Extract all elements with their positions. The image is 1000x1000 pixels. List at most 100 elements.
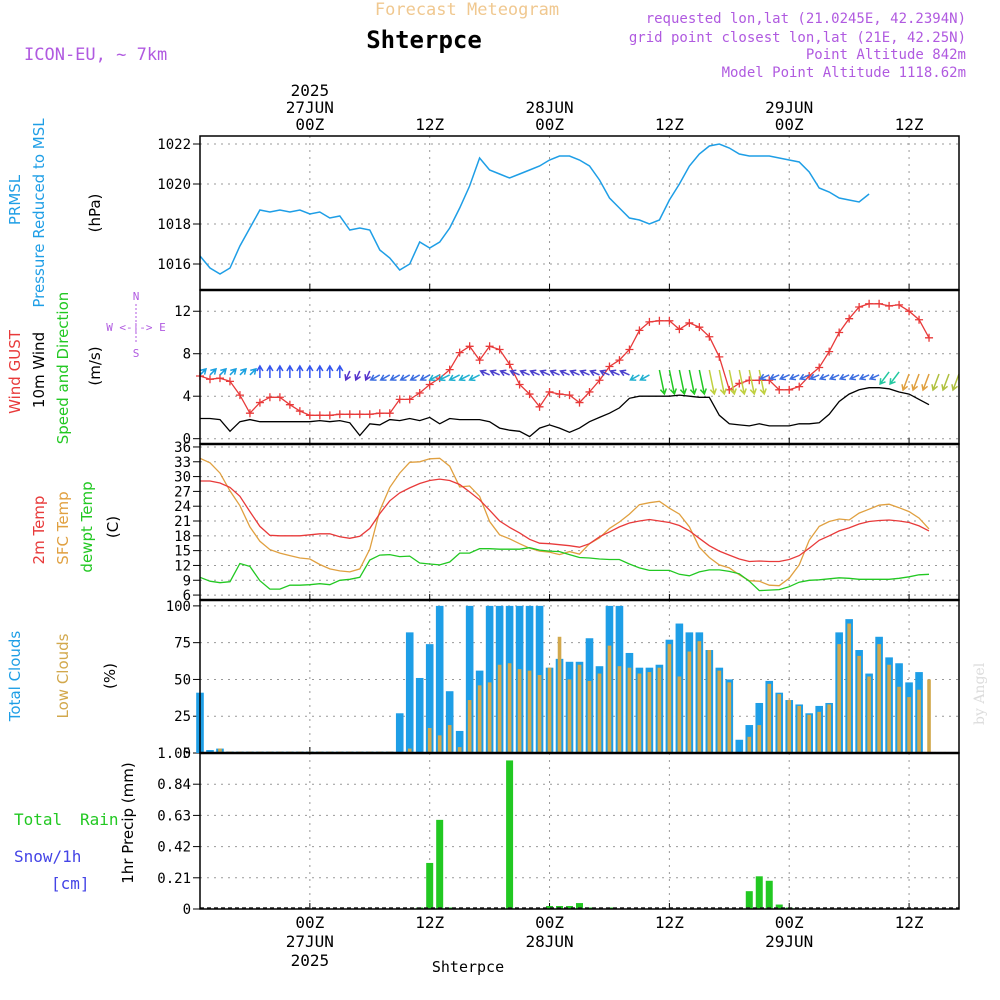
info-line-3: Point Altitude 842m (806, 47, 966, 63)
total-cloud-bar (435, 605, 444, 753)
wind-direction-arrow (499, 369, 510, 377)
bottom-time-label: 2025 (291, 951, 330, 970)
low-cloud-bar (867, 676, 871, 753)
watermark: by Angel (972, 662, 988, 725)
gust-marker (335, 410, 344, 419)
rain-bar (436, 819, 444, 909)
low-cloud-bar (447, 725, 452, 753)
rain-bar (426, 862, 434, 909)
wind-direction-arrow (468, 374, 480, 382)
y-tick-label: 15 (174, 544, 191, 560)
gust-marker (455, 348, 464, 357)
y-tick-label: 1018 (157, 217, 191, 233)
gust-marker (325, 411, 334, 420)
y-tick-label: 0.63 (157, 808, 191, 824)
low-cloud-bar (697, 641, 702, 753)
rain-bar (566, 906, 574, 909)
wind-direction-arrow (639, 374, 650, 381)
wind-direction-arrow (438, 374, 451, 382)
y-tick-label: 36 (174, 440, 191, 456)
y-tick-label: 12 (174, 304, 191, 320)
wind-direction-arrow (951, 373, 960, 392)
rain-bar (765, 880, 773, 909)
gust-marker (565, 391, 574, 400)
wind-direction-arrow (529, 369, 540, 377)
wind-direction-arrow (519, 369, 530, 377)
pressure-label-2: Pressure Reduced to MSL (30, 118, 48, 308)
low-cloud-bar (577, 664, 582, 753)
wind-direction-arrow (828, 373, 840, 381)
bottom-time-label: 12Z (895, 913, 924, 932)
low-cloud-bar (477, 685, 482, 753)
y-tick-label: 0 (183, 746, 191, 762)
low-cloud-bar (437, 735, 442, 753)
model-label: ICON-EU, ~ 7km (24, 45, 167, 65)
wind-direction-arrow (808, 373, 820, 381)
gust-marker (885, 301, 894, 310)
low-cloud-bar (667, 644, 672, 753)
wind-direction-arrow (931, 373, 940, 392)
gust-marker (415, 389, 424, 398)
rain-bar (755, 876, 763, 909)
wind-direction-arrow (199, 367, 208, 376)
wind-direction-arrow (559, 369, 570, 377)
gust-marker (585, 387, 594, 396)
gust-marker (685, 318, 694, 327)
low-cloud-bar (507, 663, 512, 753)
pressure-unit-label: (hPa) (86, 194, 104, 233)
y-tick-label: 1022 (157, 137, 191, 153)
wind-direction-arrow (509, 369, 520, 377)
low-cloud-bar (547, 667, 552, 753)
y-tick-label: 8 (183, 347, 191, 363)
wind-direction-arrow (941, 373, 950, 392)
wind-direction-arrow (718, 369, 727, 396)
gust-marker (515, 380, 524, 389)
low-cloud-bar (927, 679, 931, 753)
wind-direction-arrow (858, 373, 870, 381)
wind-direction-arrow (889, 371, 900, 386)
wind-direction-arrow (688, 369, 697, 396)
low-cloud-bar (877, 644, 881, 753)
low-cloud-bar (677, 676, 682, 753)
low-cloud-bar (757, 725, 762, 753)
wind-direction-arrow (354, 370, 361, 382)
low-clouds-label: Low Clouds (54, 633, 72, 718)
wind-direction-arrow (389, 374, 401, 381)
low-cloud-bar (497, 664, 502, 753)
wind-direction-arrow (286, 364, 294, 378)
gust-marker (765, 376, 774, 385)
low-cloud-bar (527, 670, 532, 753)
wind-direction-arrow (668, 369, 678, 396)
wind-direction-arrow (609, 369, 620, 377)
gust-marker (875, 299, 884, 308)
wind-direction-arrow (728, 369, 737, 396)
temp-unit-label: (C) (104, 516, 122, 538)
y-tick-label: 0.42 (157, 840, 191, 856)
gust-marker (235, 391, 244, 400)
top-time-label: 12Z (655, 115, 684, 134)
low-cloud-bar (807, 714, 811, 753)
y-tick-label: 100 (166, 599, 191, 615)
wind-direction-arrow (256, 364, 264, 378)
gust-marker (775, 385, 784, 394)
low-cloud-bar (777, 694, 782, 753)
gust-marker (705, 332, 714, 341)
wind-direction-arrow (569, 369, 580, 377)
y-tick-label: 24 (174, 499, 191, 515)
panel-frame (199, 752, 960, 910)
wind-direction-arrow (708, 369, 717, 396)
wind-direction-arrow (458, 374, 470, 382)
bottom-time-label: 27JUN (286, 932, 334, 951)
low-cloud-bar (467, 700, 472, 753)
precip-total-label: Total (14, 810, 62, 829)
total-cloud-bar (405, 632, 414, 753)
y-tick-label: 12 (174, 558, 191, 574)
gust-marker (265, 393, 274, 402)
gust-line (199, 303, 930, 416)
low-cloud-bar (487, 682, 492, 753)
bottom-time-label: 00Z (535, 913, 564, 932)
low-cloud-bar (847, 623, 851, 753)
gust-marker (895, 300, 904, 309)
low-cloud-bar (767, 683, 772, 753)
